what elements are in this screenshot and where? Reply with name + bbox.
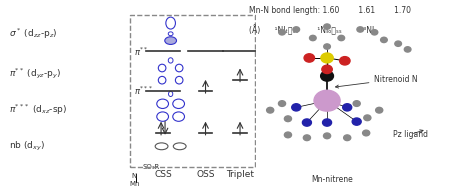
Circle shape [324,24,330,29]
Circle shape [343,104,352,111]
Circle shape [353,101,360,106]
Circle shape [314,90,340,111]
Circle shape [320,71,333,81]
Text: Nitrenoid N: Nitrenoid N [336,75,418,88]
Circle shape [303,135,310,141]
Text: Mn: Mn [129,181,140,187]
Text: $\pi^{**}$ (d$_{yz}$-p$_y$): $\pi^{**}$ (d$_{yz}$-p$_y$) [9,67,62,81]
Text: $\pi^{***}$ (d$_{xz}$-sp): $\pi^{***}$ (d$_{xz}$-sp) [9,103,68,117]
Circle shape [302,119,311,126]
Text: N: N [132,173,137,179]
Circle shape [304,54,314,62]
Circle shape [344,135,351,141]
Text: nb (d$_{xy}$): nb (d$_{xy}$) [9,140,46,153]
Circle shape [375,107,383,113]
Circle shape [266,107,274,113]
Circle shape [338,35,345,41]
Circle shape [404,47,411,52]
Circle shape [321,53,333,63]
Text: OSS: OSS [196,170,215,179]
Circle shape [323,133,331,139]
Circle shape [279,30,285,35]
Text: Pz ligand: Pz ligand [393,130,428,139]
Text: $\pi^{***}$: $\pi^{***}$ [134,85,154,97]
Circle shape [363,130,370,136]
Ellipse shape [165,37,176,44]
Circle shape [381,37,387,43]
Text: Mn-nitrene: Mn-nitrene [311,175,353,184]
Circle shape [292,104,301,111]
Circle shape [293,27,300,32]
Circle shape [339,57,350,65]
Text: Triplet: Triplet [226,170,254,179]
Circle shape [371,30,378,35]
Text: CSS: CSS [154,170,172,179]
Circle shape [364,115,371,121]
Circle shape [357,27,364,32]
Circle shape [322,65,332,74]
Circle shape [310,35,316,41]
Circle shape [322,119,331,126]
Text: $\pi^{**}$: $\pi^{**}$ [134,45,148,58]
Text: (Å)      ¹NIₜ₞ₛₛ        ¹NIₒ₞ₛₛ         ³NI: (Å) ¹NIₜ₞ₛₛ ¹NIₒ₞ₛₛ ³NI [249,25,374,35]
Circle shape [324,44,330,49]
Circle shape [284,132,292,138]
Text: Mn-N bond length: 1.60        1.61        1.70: Mn-N bond length: 1.60 1.61 1.70 [249,6,411,15]
Text: SO₃R: SO₃R [142,164,159,170]
Text: $\sigma^*$ (d$_{zz}$-p$_z$): $\sigma^*$ (d$_{zz}$-p$_z$) [9,27,58,41]
Circle shape [352,118,361,125]
Circle shape [278,101,285,106]
Circle shape [284,116,292,122]
Circle shape [395,41,401,46]
